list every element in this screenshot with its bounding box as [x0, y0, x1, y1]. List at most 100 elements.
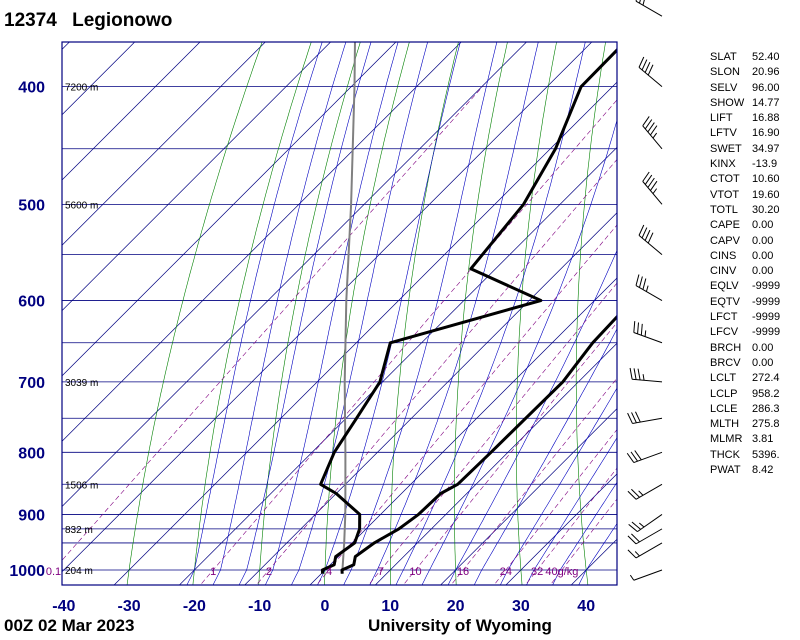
wind-barb-flag: [641, 227, 648, 239]
pressure-tick-label: 600: [18, 294, 45, 311]
wind-barb-flag: [631, 412, 637, 423]
pressure-tick-label: 700: [18, 375, 45, 392]
station-id: 12374: [4, 10, 57, 31]
index-key: MLTH: [710, 418, 740, 431]
wind-barb-staff: [642, 181, 663, 205]
wind-barb: [627, 483, 663, 500]
isotherm: [62, 42, 527, 507]
index-value: 16.90: [752, 127, 780, 140]
wind-barb-flag: [633, 321, 636, 333]
wind-barb-flag: [630, 451, 638, 462]
moist-adiabat: [473, 328, 617, 585]
index-row: EQTV -9999: [710, 295, 780, 310]
height-label: 204 m: [65, 566, 93, 577]
index-key: VTOT: [710, 188, 740, 201]
isotherm: [62, 42, 201, 181]
dry-adiabat: [126, 42, 263, 585]
index-key: EQLV: [710, 280, 739, 293]
wind-barb-flag: [644, 119, 653, 130]
mixing-ratio-line: [62, 86, 483, 561]
wind-barb: [638, 224, 663, 256]
mixing-ratio-line: [525, 467, 617, 585]
moist-adiabat: [343, 42, 498, 585]
wind-barb-flag: [638, 490, 644, 496]
index-value: -9999: [752, 295, 781, 308]
temperature-tick-label: -30: [118, 598, 141, 615]
index-row: VTOT 19.60: [710, 188, 780, 203]
index-value: 5396.: [752, 448, 780, 461]
index-row: LFTV 16.90: [710, 126, 780, 141]
mixing-ratio-label: 32: [531, 566, 543, 578]
index-key: SLON: [710, 66, 740, 79]
moist-adiabat: [421, 119, 617, 585]
index-value: -9999: [752, 326, 781, 339]
index-value: -9999: [752, 280, 781, 293]
wind-barb-staff: [642, 125, 663, 150]
wind-barb: [626, 450, 663, 464]
height-label: 5600 m: [65, 200, 98, 211]
wind-barb-flag: [642, 278, 647, 290]
index-row: SHOW 14.77: [710, 96, 780, 111]
wind-barb-staff: [633, 569, 663, 581]
wind-barb: [627, 542, 663, 559]
wind-barb-flag: [642, 374, 645, 381]
moist-adiabat: [212, 42, 347, 585]
temperature-tick-label: -20: [183, 598, 206, 615]
isotherm: [244, 212, 617, 585]
mixing-ratio-line: [200, 99, 617, 585]
index-key: CINV: [710, 265, 737, 278]
index-value: 275.8: [752, 418, 780, 431]
dry-adiabat: [575, 42, 606, 585]
index-value: 30.20: [752, 203, 780, 216]
index-value: 958.2: [752, 387, 780, 400]
index-row: LFCT -9999: [710, 310, 780, 325]
wind-barb-flag: [650, 180, 658, 191]
mixing-ratio-label: 1: [210, 566, 216, 578]
wind-barb-staff: [632, 417, 663, 424]
wind-barb: [638, 56, 663, 88]
wind-barb-flag: [627, 549, 637, 559]
temperature-tick-label: -10: [248, 598, 271, 615]
wind-barb-staff: [635, 528, 663, 545]
index-key: MLMR: [710, 433, 743, 446]
mixing-ratio-label: 4: [326, 566, 332, 578]
mixing-ratio-label: 24: [500, 566, 512, 578]
wind-barb: [642, 171, 663, 205]
wind-barb-flag: [644, 61, 651, 73]
pressure-tick-label: 400: [18, 80, 45, 97]
wind-barb-flag: [628, 523, 638, 533]
wind-barb: [633, 321, 663, 344]
height-label: 3039 m: [65, 378, 98, 389]
wind-barb-staff: [633, 332, 663, 344]
mixing-ratio-line: [450, 377, 617, 585]
mixing-ratio-label: 40g/kg: [545, 566, 578, 578]
index-value: 14.77: [752, 96, 780, 109]
index-key: LFTV: [710, 127, 737, 140]
index-key: KINX: [710, 158, 736, 171]
index-row: PWAT 8.42: [710, 463, 780, 478]
moist-adiabat: [238, 42, 372, 585]
wind-barb-flag: [626, 452, 635, 463]
wind-barb-flag: [638, 522, 645, 528]
moist-adiabat: [186, 42, 323, 585]
index-value: 0.00: [752, 265, 774, 278]
index-row: CTOT 10.60: [710, 172, 780, 187]
moist-adiabat: [395, 42, 586, 585]
wind-barb-flag: [631, 521, 642, 530]
moist-adiabat: [264, 42, 399, 585]
wind-barb-flag: [645, 285, 649, 292]
isotherm: [62, 42, 462, 442]
mixing-ratio-label: 7: [378, 566, 384, 578]
index-value: 34.97: [752, 142, 780, 155]
mixing-ratio-label: 16: [457, 566, 469, 578]
temperature-tick-label: -40: [52, 598, 75, 615]
height-label: 1506 m: [65, 480, 98, 491]
mixing-ratio-label: 2: [266, 566, 272, 578]
wind-barb-flag: [635, 0, 637, 2]
wind-barb-flag: [635, 274, 640, 286]
isotherm: [62, 42, 70, 50]
temperature-tick-label: 10: [381, 598, 399, 615]
wind-barb-flag: [629, 367, 633, 380]
index-value: 3.81: [752, 433, 774, 446]
wind-barb: [642, 116, 663, 150]
